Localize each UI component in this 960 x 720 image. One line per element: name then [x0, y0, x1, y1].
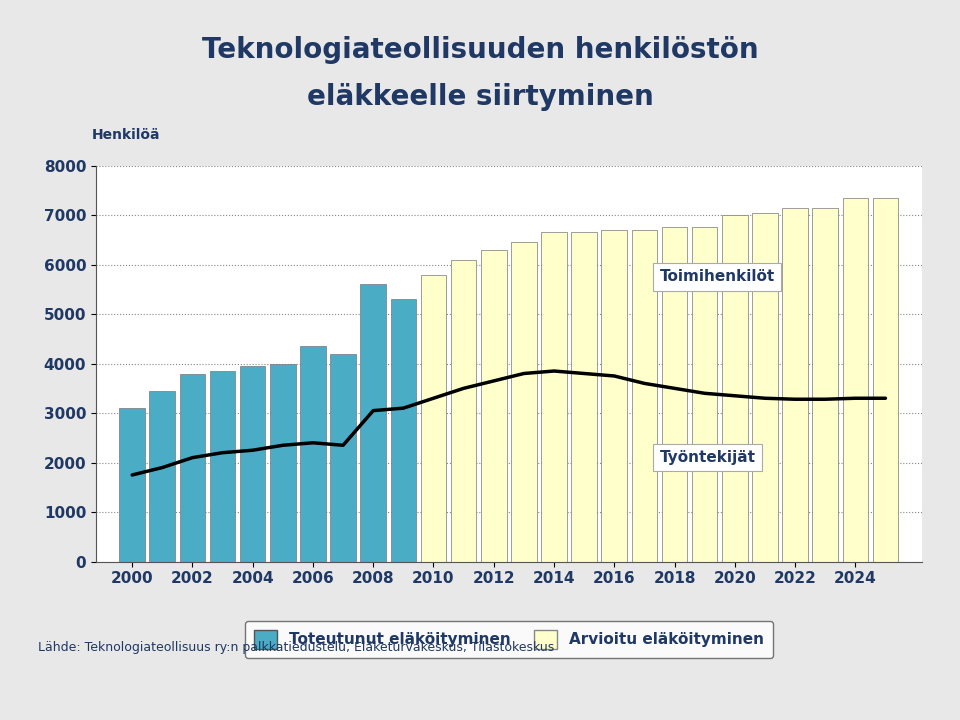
Bar — [240, 366, 266, 562]
Bar — [752, 212, 778, 562]
Bar — [420, 274, 446, 562]
Bar — [391, 300, 416, 562]
Bar — [873, 198, 899, 562]
Text: Toimihenkilöt: Toimihenkilöt — [660, 269, 775, 284]
Bar — [481, 250, 507, 562]
Bar — [511, 243, 537, 562]
Bar — [541, 233, 566, 562]
Bar — [451, 260, 476, 562]
Bar — [661, 228, 687, 562]
Text: Lähde: Teknologiateollisuus ry:n palkkatiedustelu, Eläketurvakeskus, Tilastokesk: Lähde: Teknologiateollisuus ry:n palkkat… — [38, 642, 555, 654]
Bar — [360, 284, 386, 562]
Text: Teknologiateollisuuden henkilöstön: Teknologiateollisuuden henkilöstön — [202, 37, 758, 64]
Bar — [150, 391, 175, 562]
Bar — [602, 230, 627, 562]
Text: eläkkeelle siirtyminen: eläkkeelle siirtyminen — [306, 84, 654, 111]
Bar — [209, 371, 235, 562]
Bar — [119, 408, 145, 562]
Bar — [300, 346, 325, 562]
Bar — [782, 207, 808, 562]
Text: Työntekijät: Työntekijät — [660, 450, 756, 465]
Text: Henkilöä: Henkilöä — [92, 128, 160, 142]
Bar — [722, 215, 748, 562]
Legend: Toteutunut eläköityminen, Arvioitu eläköityminen: Toteutunut eläköityminen, Arvioitu eläkö… — [245, 621, 773, 657]
Bar — [571, 233, 597, 562]
Bar — [180, 374, 205, 562]
Bar — [812, 207, 838, 562]
Bar — [270, 364, 296, 562]
Bar — [330, 354, 356, 562]
Bar — [843, 198, 868, 562]
Bar — [632, 230, 658, 562]
Bar — [692, 228, 717, 562]
